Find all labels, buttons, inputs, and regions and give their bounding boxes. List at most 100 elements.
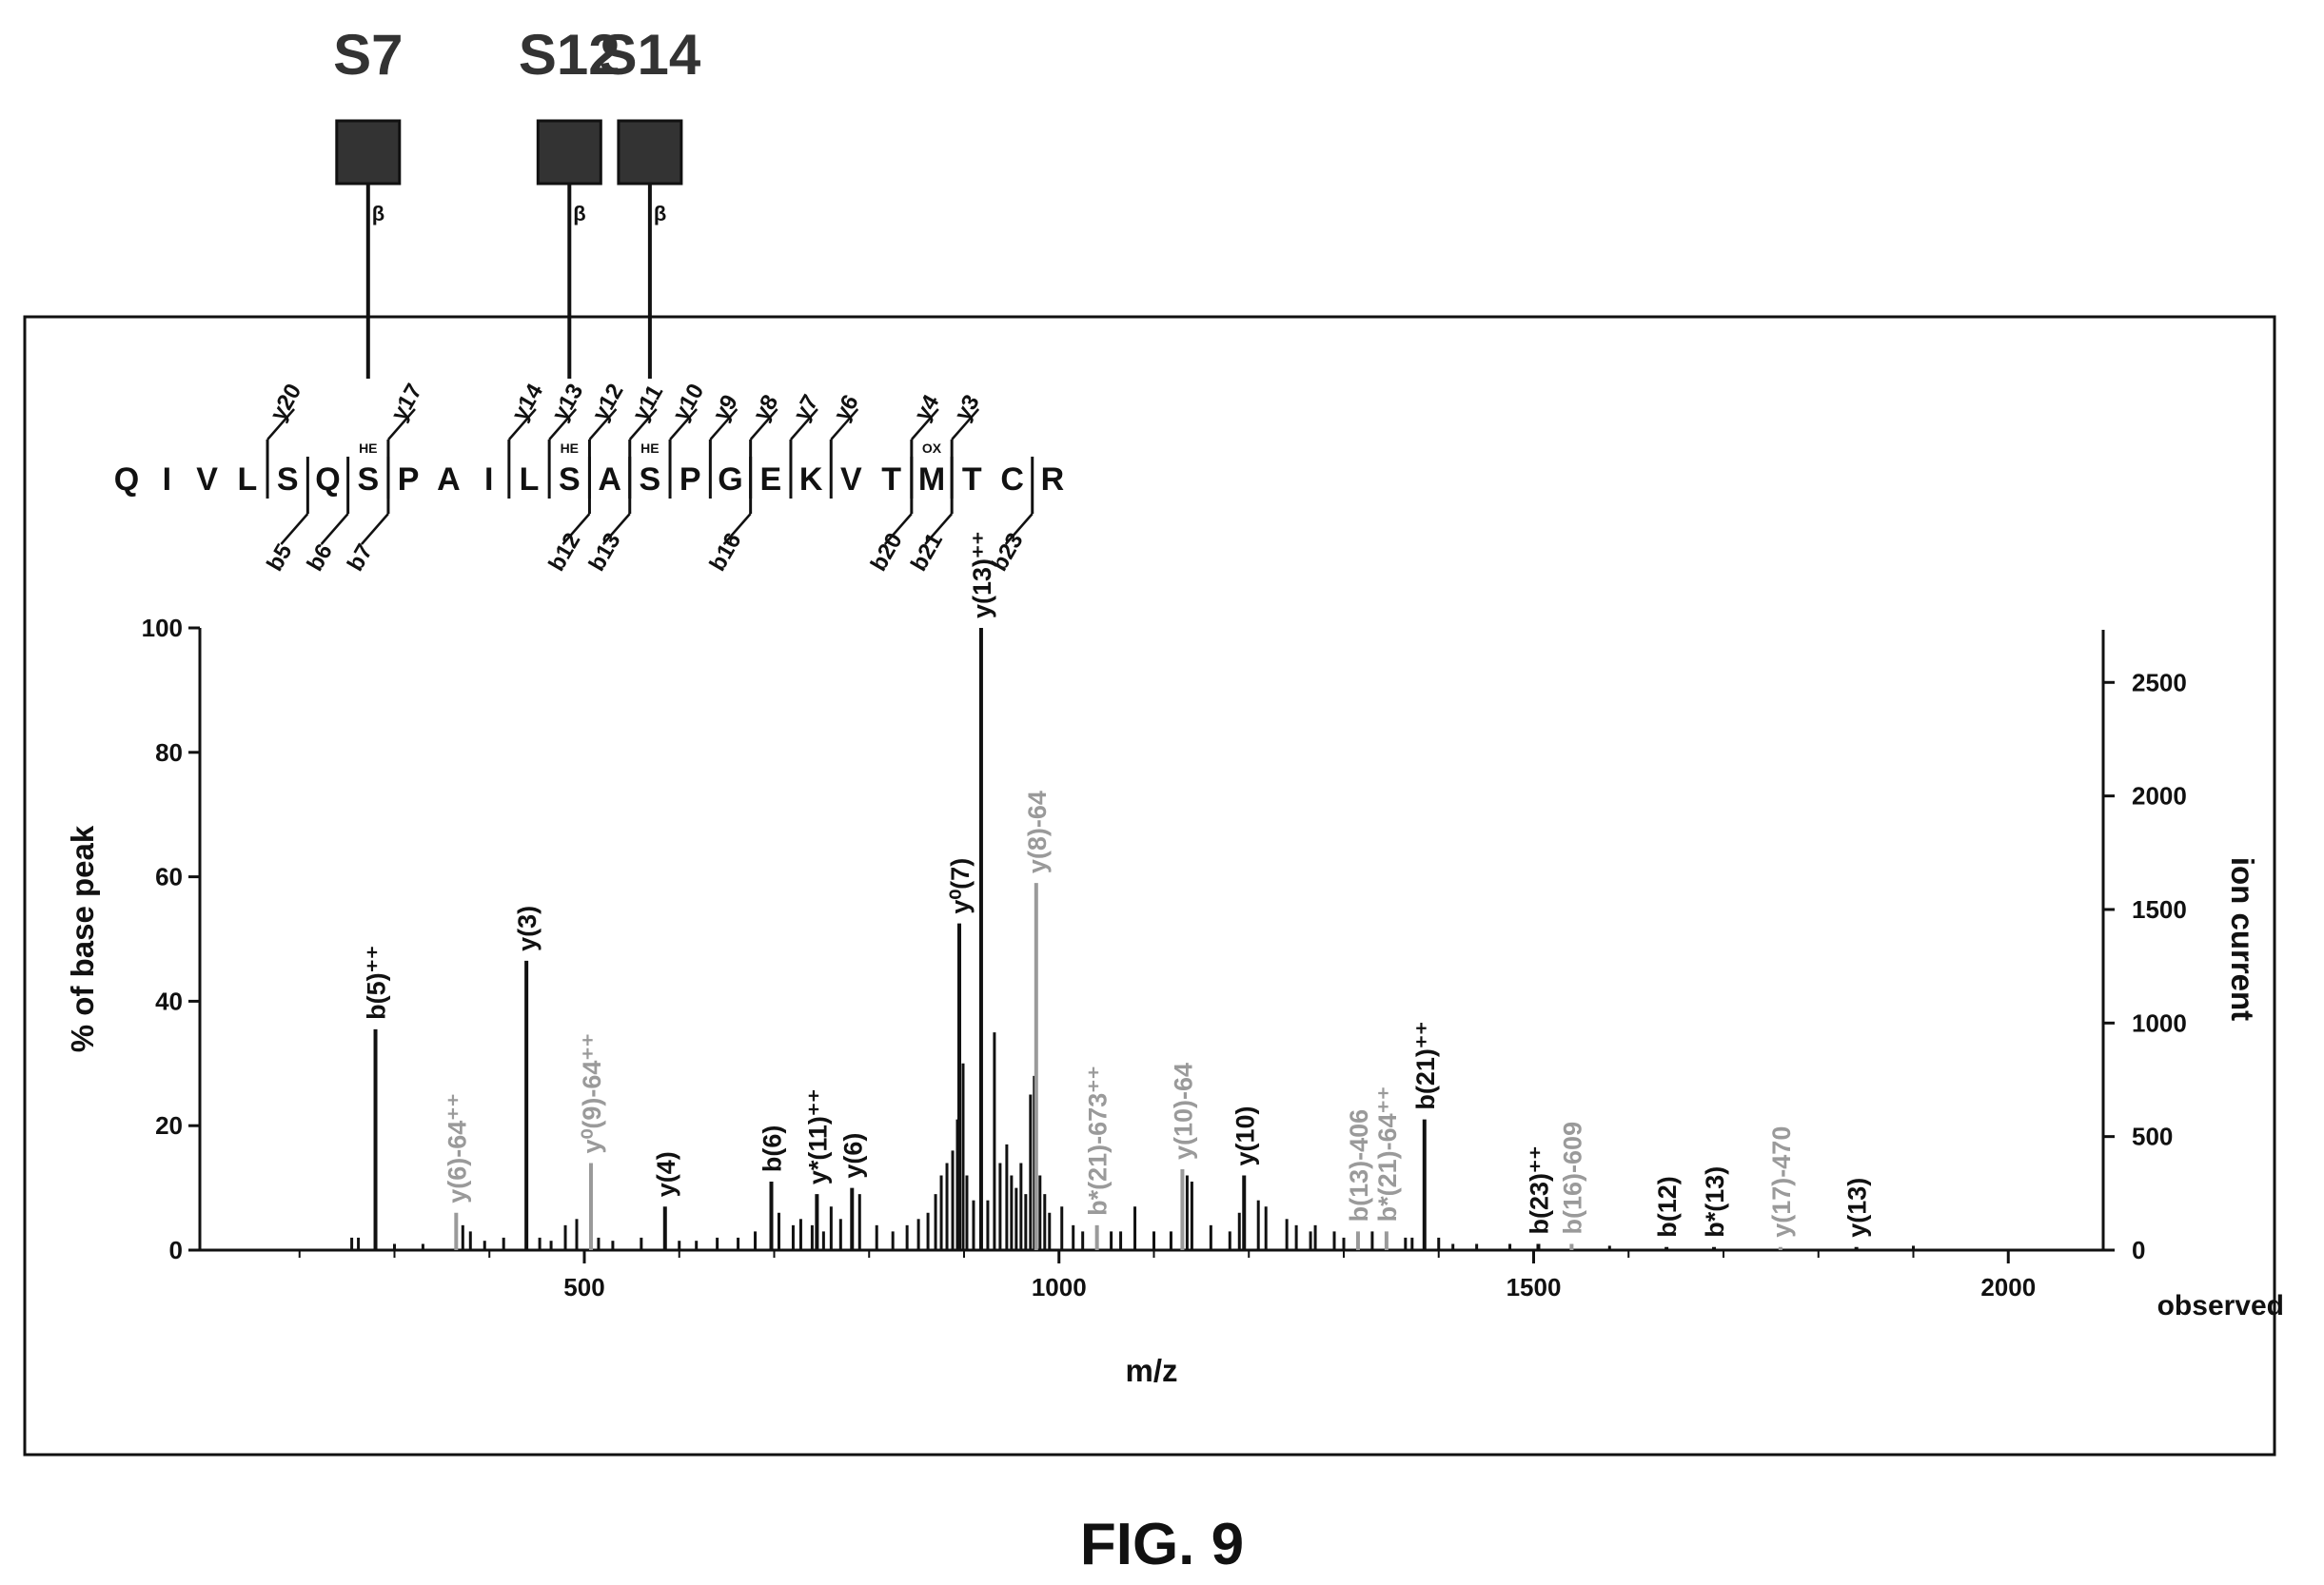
sequence-residue: K xyxy=(799,461,823,498)
plot-frame xyxy=(23,315,2276,1457)
peak-label: b(12) xyxy=(1653,1176,1682,1238)
x-tick-label: 2000 xyxy=(1980,1273,2036,1301)
peak-label: y(4) xyxy=(652,1151,680,1197)
b-ion-label: b13 xyxy=(584,529,626,576)
sequence-residue: S xyxy=(640,461,661,498)
sequence-residue: C xyxy=(1000,461,1024,498)
glycosite-label: S12 xyxy=(519,23,620,87)
glycosite-label: S7 xyxy=(333,23,403,87)
y2-axis-label: ion current xyxy=(2225,857,2260,1021)
y-tick-label: 80 xyxy=(155,738,183,767)
y-ion-label: y3 xyxy=(950,390,985,425)
b-ion-label: b7 xyxy=(343,539,378,576)
b-ion-label: b21 xyxy=(906,529,948,576)
sequence-residue: P xyxy=(398,461,420,498)
y-tick-label: 60 xyxy=(155,863,183,891)
sequence-residue: S xyxy=(357,461,379,498)
y-ion-bracket xyxy=(669,408,698,440)
x-tick-label: 500 xyxy=(563,1273,604,1301)
y-ion-label: y11 xyxy=(628,381,669,425)
y-ion-label: y14 xyxy=(507,379,549,425)
peak-label: y(3) xyxy=(513,906,542,951)
x-tick-label: 1500 xyxy=(1507,1273,1562,1301)
y-ion-bracket xyxy=(830,408,859,440)
linkage-label: β xyxy=(573,202,585,225)
y-ion-bracket xyxy=(951,408,980,440)
y-tick-label: 0 xyxy=(169,1236,183,1264)
y2-tick-label: 1500 xyxy=(2132,895,2187,924)
modification-label: OX xyxy=(922,440,942,456)
y-ion-bracket xyxy=(507,408,537,440)
y2-tick-label: 2000 xyxy=(2132,782,2187,811)
sequence-residue: T xyxy=(881,461,901,498)
peak-label: y(13) xyxy=(1843,1178,1872,1238)
peak-label: b(6) xyxy=(758,1125,786,1173)
y-ion-bracket xyxy=(588,408,618,440)
peak-label: b(21)⁺⁺ xyxy=(1411,1022,1440,1110)
y-ion-label: y8 xyxy=(748,390,783,425)
b-ion-bracket xyxy=(561,513,591,545)
peak-label: y(13)⁺⁺ xyxy=(968,531,996,618)
y-ion-bracket xyxy=(628,408,658,440)
b-ion-bracket xyxy=(361,513,389,545)
sequence-residue: T xyxy=(962,461,982,498)
b-ion-label: b20 xyxy=(866,529,908,576)
peak-label: y⁰(9)-64⁺⁺ xyxy=(578,1033,606,1153)
linkage-label: β xyxy=(372,202,384,225)
peak-label: y*(11)⁺⁺ xyxy=(803,1089,832,1185)
y-ion-bracket xyxy=(910,408,939,440)
b-ion-label: b16 xyxy=(704,529,746,576)
peak-labels: b(5)⁺⁺ y(6)-64⁺⁺ y(3) y⁰(9)-64⁺⁺ y(4) b(6) y*(… xyxy=(363,531,1872,1237)
peak-label: b*(21)-64⁺⁺ xyxy=(1373,1086,1402,1223)
sequence-residue: A xyxy=(437,461,461,498)
sequence-residue: V xyxy=(840,461,862,498)
sequence-residue: G xyxy=(718,461,742,498)
sequence-residue: S xyxy=(559,461,581,498)
b-ion-label: b12 xyxy=(543,529,585,576)
y-ion-label: y13 xyxy=(547,380,588,425)
glycan-annotations: S7 β S12 β S14 β xyxy=(333,23,701,379)
y-ion-bracket xyxy=(790,408,818,440)
peak-label: b(13)-406 xyxy=(1345,1109,1373,1223)
y-ion-bracket xyxy=(548,408,578,440)
b-ion-bracket xyxy=(320,513,349,545)
y-ion-bracket xyxy=(709,408,739,440)
modification-label: HE xyxy=(561,440,579,456)
y-ion-bracket xyxy=(266,408,295,440)
peak-label: b(5)⁺⁺ xyxy=(363,946,391,1020)
x-axis-end-label: observed xyxy=(2157,1290,2284,1321)
peak-label: y(6) xyxy=(838,1133,867,1179)
peak-label: y(17)-470 xyxy=(1767,1126,1796,1238)
sequence-residue: V xyxy=(196,461,218,498)
sequence-residue: I xyxy=(163,461,171,498)
sequence-residue: P xyxy=(679,461,701,498)
y-tick-label: 40 xyxy=(155,987,183,1015)
y-ion-label: y6 xyxy=(829,390,864,425)
modification-label: HE xyxy=(359,440,377,456)
peak-label: b*(21)-673⁺⁺ xyxy=(1084,1066,1113,1216)
y2-tick-label: 2500 xyxy=(2132,668,2187,696)
peak-label: b(16)-609 xyxy=(1558,1122,1586,1235)
b-ion-bracket xyxy=(280,513,309,545)
b-ion-bracket xyxy=(601,513,631,545)
y-ion-bracket xyxy=(749,408,778,440)
y-ion-label: y12 xyxy=(587,380,628,425)
y-tick-label: 100 xyxy=(142,614,183,642)
y2-tick-label: 1000 xyxy=(2132,1008,2187,1037)
sequence-residue: Q xyxy=(315,461,340,498)
b-ion-bracket xyxy=(924,513,954,545)
b-ion-label: b6 xyxy=(302,539,337,576)
sequence-residue: R xyxy=(1041,461,1065,498)
y-ion-bracket xyxy=(387,408,416,440)
peak-label: b(23)⁺⁺ xyxy=(1525,1145,1553,1234)
peak-label: y(10)-64 xyxy=(1169,1063,1197,1160)
y-ion-label: y17 xyxy=(386,380,427,425)
glycosite-label: S14 xyxy=(600,23,701,87)
spectrum-peaks xyxy=(350,628,1915,1250)
x-axis-label: m/z xyxy=(1125,1353,1177,1388)
peak-label: y(6)-64⁺⁺ xyxy=(443,1093,471,1203)
y-ion-label: y20 xyxy=(266,380,306,425)
peak-label: y(10) xyxy=(1231,1106,1259,1165)
